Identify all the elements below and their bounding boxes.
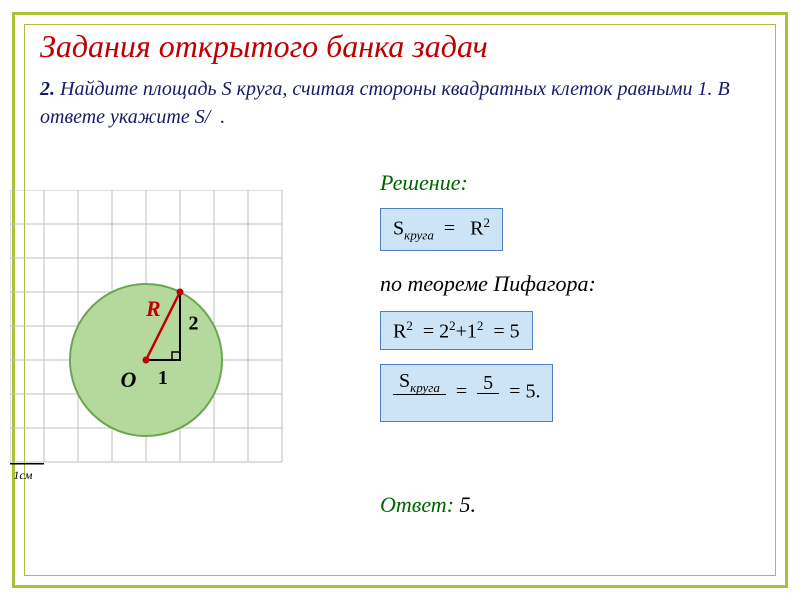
answer: Ответ: 5. — [380, 492, 476, 518]
svg-text:2: 2 — [189, 312, 199, 334]
pythagoras-label: по теореме Пифагора: — [380, 271, 740, 297]
area-eq: = — [444, 218, 455, 240]
svg-text:R: R — [145, 296, 161, 321]
problem-number: 2. — [40, 78, 55, 100]
answer-label: Ответ: — [380, 492, 454, 517]
problem-text: Найдите площадь S круга, считая стороны … — [40, 78, 730, 128]
formula-final: Sкруга = 5 = 5. — [380, 364, 553, 422]
solution-label: Решение: — [380, 170, 740, 196]
final-S-sub: круга — [410, 380, 440, 395]
r2-sup2: 2 — [477, 318, 484, 333]
svg-text:1см: 1см — [13, 468, 32, 482]
r2-plus: +1 — [456, 320, 477, 342]
formula-r2: R2 = 22+12 = 5 — [380, 311, 533, 351]
r2-rhs: = 2 — [423, 320, 449, 342]
final-eq: = 5. — [509, 381, 540, 403]
page-title: Задания открытого банка задач — [40, 28, 760, 65]
problem-statement: 2. Найдите площадь S круга, считая сторо… — [40, 75, 760, 131]
final-frac1: Sкруга — [393, 371, 446, 415]
r2-lhs-sup: 2 — [406, 318, 413, 333]
final-frac2: 5 — [477, 373, 499, 414]
r2-eq5: = 5 — [493, 320, 519, 342]
final-num: 5 — [477, 373, 499, 394]
diagram: R 2 1O 1см — [10, 190, 310, 500]
svg-text:O: O — [121, 367, 137, 392]
area-R-sup: 2 — [484, 215, 491, 230]
area-R: R — [470, 218, 483, 240]
area-S: S — [393, 218, 404, 240]
area-S-sub: круга — [404, 228, 434, 243]
r2-lhs: R — [393, 320, 406, 342]
final-S: S — [399, 370, 410, 392]
svg-text:1: 1 — [158, 367, 168, 389]
answer-value: 5. — [460, 492, 477, 517]
solution-column: Решение: Sкруга = R2 по теореме Пифагора… — [380, 170, 740, 436]
formula-area: Sкруга = R2 — [380, 208, 503, 251]
